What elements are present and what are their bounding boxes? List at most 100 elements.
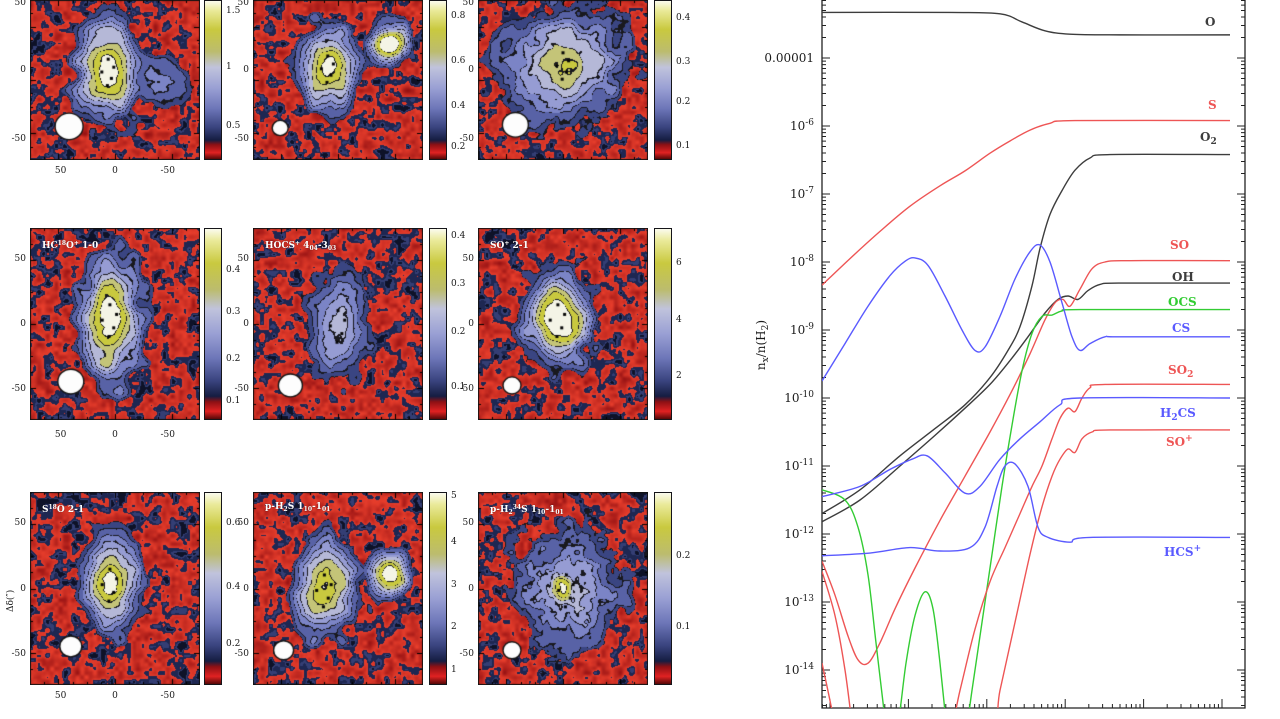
- map-x-tick-label: 0: [112, 166, 118, 176]
- species-label-SO: SO: [1170, 238, 1189, 252]
- colorbar-6: [654, 228, 672, 420]
- map-y-tick-label: 0: [20, 64, 26, 75]
- species-label-CS: CS: [1172, 321, 1190, 335]
- map-y-tick-label: 0: [468, 64, 474, 75]
- colorbar-tick-label: 3: [451, 579, 457, 590]
- species-label-O2: O2: [1200, 130, 1217, 147]
- abundance-time-plot: 0.00001 10-6 10-7 10-8 10-9 10-10 10-11 10-12 10…: [754, 0, 1246, 709]
- curve-CS: [822, 243, 1230, 382]
- map-y-tick-label: -50: [11, 134, 27, 145]
- colorbar-tick-label: 0.3: [226, 307, 241, 318]
- colorbar-tick-label: 0.2: [226, 639, 241, 650]
- colorbar-tick-label: 0.1: [451, 382, 466, 393]
- colorbar-7: [204, 492, 222, 685]
- colorbar-5: [429, 228, 447, 420]
- colorbar-tick-label: 0.5: [226, 121, 241, 132]
- colorbar-3: [654, 0, 672, 160]
- colorbar-2: [429, 0, 447, 160]
- species-label-H2CS: H2CS: [1160, 406, 1196, 423]
- y-axis-title: nx/n(H2): [754, 320, 771, 370]
- map-canvas-1: [30, 0, 200, 160]
- map-y-tick-label: -50: [459, 649, 475, 660]
- colorbar-tick-label: 0.4: [451, 230, 466, 241]
- plot-axes: [821, 0, 1246, 709]
- map-x-tick-label: 50: [54, 166, 67, 176]
- map-title-6: SO+ 2-1: [490, 240, 529, 251]
- colorbar-tick-label: 2: [451, 622, 457, 633]
- colorbar-4: [204, 228, 222, 420]
- curve-HCS+: [822, 461, 1231, 557]
- curve-SO+: [822, 429, 1231, 708]
- y-tick-label: 10-6: [790, 118, 814, 133]
- species-label-HCS+: HCS+: [1164, 544, 1201, 559]
- colorbar-tick-label: 0.2: [676, 97, 691, 108]
- map-y-tick-label: 50: [462, 517, 474, 528]
- map-canvas-6: [478, 228, 648, 420]
- species-label-O: O: [1205, 15, 1215, 29]
- colorbar-tick-label: 0.4: [676, 12, 691, 23]
- map-y-tick-label: 0: [468, 319, 474, 329]
- colorbar-tick-label: 0.6: [226, 517, 241, 528]
- curve-OCS: [822, 308, 1231, 708]
- colorbar-tick-label: 0.6: [451, 55, 466, 66]
- colorbar-tick-label: 0.1: [226, 395, 241, 406]
- map-x-tick-label: -50: [160, 430, 175, 440]
- map-canvas-2: [253, 0, 423, 160]
- y-tick-label: 10-12: [784, 526, 814, 541]
- map-y-tick-label: -50: [459, 134, 475, 145]
- map-y-tick-label: -50: [234, 649, 250, 660]
- species-label-OCS: OCS: [1168, 295, 1197, 309]
- map-x-tick-label: -50: [160, 166, 175, 176]
- colorbar-tick-label: 1.5: [226, 6, 241, 17]
- map-x-tick-label: 50: [54, 691, 67, 701]
- colorbar-tick-label: 0.4: [451, 100, 466, 111]
- colorbar-tick-label: 1: [451, 664, 457, 675]
- curve-O2: [822, 153, 1231, 515]
- colorbar-tick-label: 6: [676, 257, 682, 268]
- map-x-tick-label: -50: [160, 691, 175, 701]
- map-title-9: p-H234S 110-101: [490, 504, 564, 516]
- curve-O: [822, 11, 1231, 36]
- colorbar-tick-label: 0.1: [676, 622, 691, 633]
- map-y-tick-label: 50: [14, 0, 26, 9]
- map-title-8: p-H2S 110-101: [265, 502, 331, 514]
- map-y-tick-label: 50: [462, 0, 474, 9]
- map-canvas-3: [478, 0, 648, 160]
- map-y-tick-label: 50: [14, 253, 26, 264]
- map-canvas-4: [30, 228, 200, 420]
- dec-axis-label: Δδ(″): [6, 589, 16, 612]
- curve-OH: [822, 282, 1231, 523]
- colorbar-tick-label: 0.2: [451, 142, 466, 153]
- map-y-tick-label: 50: [237, 0, 249, 9]
- colorbar-tick-label: 0.4: [226, 265, 241, 276]
- colorbar-1: [204, 0, 222, 160]
- colorbar-tick-label: 2: [676, 370, 682, 381]
- colorbar-tick-label: 0.3: [451, 278, 466, 289]
- curve-SO: [822, 259, 1231, 666]
- map-x-tick-label: 50: [54, 430, 67, 440]
- map-y-tick-label: -50: [11, 649, 27, 660]
- map-y-tick-label: -50: [234, 384, 250, 395]
- map-y-tick-label: 0: [243, 319, 249, 329]
- colorbar-tick-label: 0.2: [226, 353, 241, 364]
- map-y-tick-label: 50: [462, 253, 474, 264]
- map-y-tick-label: 50: [14, 517, 26, 528]
- curve-S: [822, 119, 1231, 286]
- map-y-tick-label: 0: [20, 583, 26, 594]
- species-label-SO+: SO+: [1166, 434, 1193, 449]
- map-x-tick-label: 0: [112, 430, 118, 440]
- map-y-tick-label: -50: [11, 384, 27, 395]
- y-tick-label: 10-13: [784, 594, 814, 609]
- colorbar-tick-label: 5: [451, 490, 457, 501]
- colorbar-tick-label: 1: [226, 62, 232, 73]
- species-label-S: S: [1208, 98, 1217, 112]
- map-canvas-5: [253, 228, 423, 420]
- y-tick-label: 10-10: [784, 390, 814, 405]
- curve-H2CS: [822, 396, 1231, 498]
- y-tick-label: 10-7: [790, 186, 814, 201]
- y-tick-label: 10-9: [790, 322, 814, 337]
- colorbar-tick-label: 4: [451, 537, 457, 548]
- species-label-SO2: SO2: [1168, 363, 1193, 380]
- map-y-tick-label: -50: [234, 134, 250, 145]
